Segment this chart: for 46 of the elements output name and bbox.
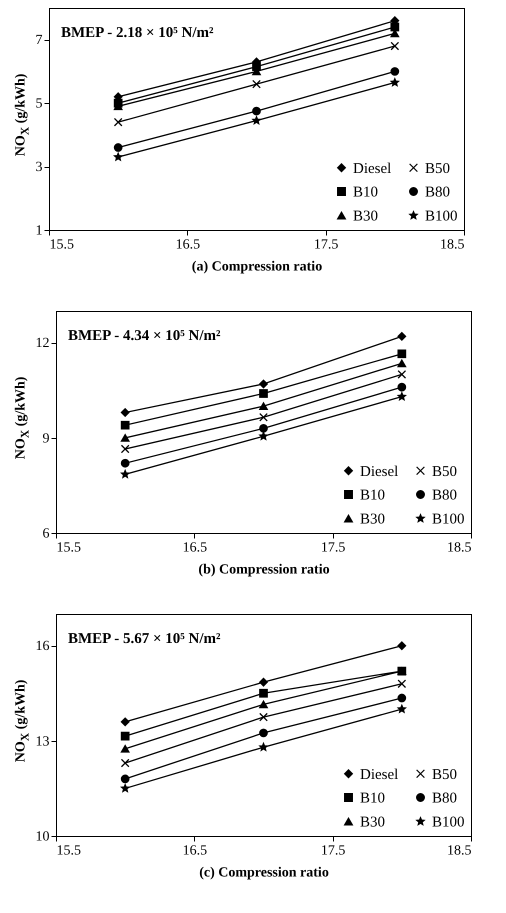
legend-label: B10 (360, 488, 386, 504)
legend-label: B10 (360, 790, 386, 806)
x-tick-label: 15.5 (56, 844, 81, 858)
legend-label: B30 (360, 814, 386, 830)
x-tick-label: 17.5 (314, 238, 338, 252)
legend-label: B80 (432, 790, 458, 806)
legend-label: Diesel (360, 766, 398, 783)
x-axis-title: (a) Compression ratio (192, 260, 322, 274)
legend-label: Diesel (360, 464, 398, 480)
text: BMEP - 4.34 × 10⁵ N/m² (68, 328, 222, 344)
x-tick-label: 16.5 (182, 844, 208, 858)
legend-label: B10 (353, 184, 378, 200)
legend-label: B100 (432, 512, 465, 528)
x-tick-label: 18.5 (440, 238, 464, 252)
text: BMEP - 2.18 × 10⁵ N/m² (61, 25, 214, 41)
x-axis-title: (c) Compression ratio (199, 866, 329, 880)
x-tick-label: 17.5 (320, 844, 346, 858)
legend-label: B30 (360, 512, 386, 528)
legend-label: B100 (425, 208, 458, 224)
legend-label: B80 (425, 184, 450, 200)
y-tick-label: 10 (36, 830, 50, 844)
y-tick-label: 6 (42, 526, 50, 542)
x-tick-label: 18.5 (447, 540, 472, 556)
y-tick-label: 5 (36, 96, 42, 112)
legend-label: Diesel (353, 160, 392, 177)
text: BMEP - 5.67 × 10⁵ N/m² (68, 631, 222, 647)
legend-label: B50 (432, 464, 458, 480)
x-axis-title: (b) Compression ratio (198, 562, 330, 578)
x-tick-label: 15.5 (56, 540, 81, 556)
x-tick-label: 16.5 (182, 540, 208, 556)
y-tick-label: 16 (36, 639, 50, 654)
legend-label: B50 (432, 766, 458, 783)
x-tick-label: 15.5 (50, 238, 74, 252)
y-tick-label: 12 (36, 336, 50, 352)
y-tick-label: 9 (42, 431, 50, 446)
legend-label: B30 (353, 208, 378, 224)
y-tick-label: 3 (36, 160, 42, 176)
x-tick-label: 16.5 (176, 238, 200, 252)
y-tick-label: 7 (36, 33, 42, 48)
x-tick-label: 18.5 (447, 844, 472, 858)
y-tick-label: 1 (36, 224, 42, 238)
legend-label: B100 (432, 814, 465, 830)
legend-label: B50 (425, 160, 450, 177)
legend-label: B80 (432, 488, 458, 504)
x-tick-label: 17.5 (320, 540, 346, 556)
y-tick-label: 13 (36, 734, 50, 750)
